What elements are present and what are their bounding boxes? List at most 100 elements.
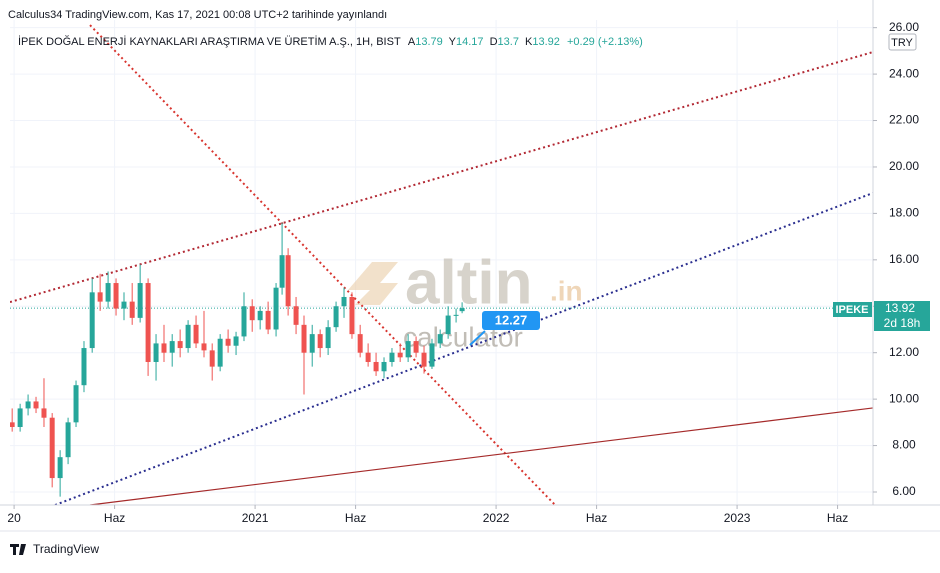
candle-body: [145, 283, 151, 362]
watermark-text: altin: [405, 248, 532, 317]
y-tick-label: 24.00: [889, 66, 919, 80]
trendline: [89, 407, 873, 505]
candle-body: [437, 334, 443, 344]
candle-body: [317, 334, 323, 349]
title: İPEK DOĞAL ENERJİ KAYNAKLARI ARAŞTIRMA V…: [18, 35, 401, 48]
candle-body: [285, 255, 291, 307]
candle-body: [137, 283, 143, 318]
candle-body: [41, 408, 47, 418]
currency-box: [888, 33, 917, 51]
y-tick-label: 12.00: [889, 345, 919, 359]
candle-body: [459, 308, 465, 312]
watermark-text: .in: [550, 275, 583, 306]
candle-body: [89, 292, 95, 349]
candle-body: [49, 417, 55, 479]
x-tick-label: Haz: [827, 511, 848, 525]
candle-body: [405, 341, 411, 358]
x-tick-label: Haz: [345, 511, 366, 525]
candle-body: [129, 301, 135, 318]
candle-body: [293, 306, 299, 325]
y-tick-label: 8.00: [892, 438, 916, 452]
candle-body: [105, 283, 111, 302]
x-tick-label: Haz: [104, 511, 125, 525]
candle-body: [309, 334, 315, 353]
candle-body: [113, 283, 119, 309]
y-tick-label: 22.00: [889, 113, 919, 127]
candle-body: [249, 306, 255, 321]
trendline: [54, 192, 873, 505]
x-tick-label: 2023: [724, 511, 751, 525]
candle-body: [177, 341, 183, 349]
candle-body: [81, 348, 87, 386]
candle-body: [413, 341, 419, 353]
candle-body: [357, 334, 363, 353]
ohlc-value: 13.79: [415, 36, 443, 48]
ohlc-value: 14.17: [456, 36, 484, 48]
candle-body: [25, 401, 31, 409]
candle-body: [301, 324, 307, 353]
measure-box: [482, 311, 540, 330]
candle-body: [209, 350, 215, 367]
y-tick-label: 26.00: [889, 20, 919, 34]
x-tick-label: 2021: [242, 511, 269, 525]
y-tick-label: 20.00: [889, 159, 919, 173]
candle-body: [373, 361, 379, 372]
candle-body: [341, 296, 347, 307]
candle-body: [279, 255, 285, 288]
measure-label: 12.27: [495, 312, 528, 327]
countdown: 2d 18h: [884, 316, 921, 330]
candle-body: [169, 341, 175, 353]
candle-body: [429, 343, 435, 367]
symbol-title: İPEK DOĞAL ENERJİ KAYNAKLARI ARAŞTIRMA V…: [18, 35, 643, 48]
x-tick-label: 2022: [483, 511, 510, 525]
candle-body: [153, 343, 159, 362]
candle-body: [325, 327, 331, 349]
candle-body: [257, 310, 263, 321]
candle-body: [65, 422, 71, 458]
candle-body: [57, 457, 63, 479]
candle-body: [445, 315, 451, 335]
measure-arrow: [469, 330, 486, 346]
y-tick-label: 16.00: [889, 252, 919, 266]
candle-body: [10, 422, 15, 427]
candle-body: [97, 292, 103, 302]
candle-body: [73, 385, 79, 423]
ohlc-prefix: D: [490, 36, 498, 48]
candle-body: [121, 301, 127, 309]
ohlc-prefix: A: [408, 36, 416, 48]
candle-body: [349, 296, 355, 335]
ohlc-prefix: Y: [449, 36, 457, 48]
candle-body: [193, 324, 199, 344]
candle-body: [233, 336, 239, 346]
candle-body: [201, 343, 207, 351]
symbol-label: IPEKE: [835, 304, 868, 316]
ohlc-value: 13.7: [498, 36, 519, 48]
trendline: [89, 24, 556, 505]
y-tick-label: 10.00: [889, 391, 919, 405]
y-tick-label: 18.00: [889, 206, 919, 220]
x-tick-label: Haz: [586, 511, 607, 525]
candle-body: [453, 314, 459, 316]
x-tick-label: 20: [7, 511, 21, 525]
candle-body: [381, 361, 387, 372]
candle-body: [185, 324, 191, 349]
symbol-box: [833, 302, 872, 317]
candle-body: [389, 352, 395, 362]
candle-body: [33, 401, 39, 409]
watermark-logo: [348, 262, 398, 305]
currency: TRY: [891, 37, 913, 49]
candle-body: [161, 343, 167, 353]
ohlc-prefix: K: [525, 36, 533, 48]
watermark: altin .in calculator: [348, 248, 583, 352]
change: +0.29 (+2.13%): [567, 36, 643, 48]
brand-logo: [10, 544, 26, 555]
y-tick-label: 6.00: [892, 484, 916, 498]
candle-body: [225, 338, 231, 346]
published-note: Calculus34 TradingView.com, Kas 17, 2021…: [8, 9, 387, 21]
price-box: [874, 301, 930, 331]
ohlc-value: 13.92: [532, 36, 560, 48]
candle-body: [397, 352, 403, 358]
candle-body: [241, 306, 247, 337]
candle-body: [421, 352, 427, 367]
